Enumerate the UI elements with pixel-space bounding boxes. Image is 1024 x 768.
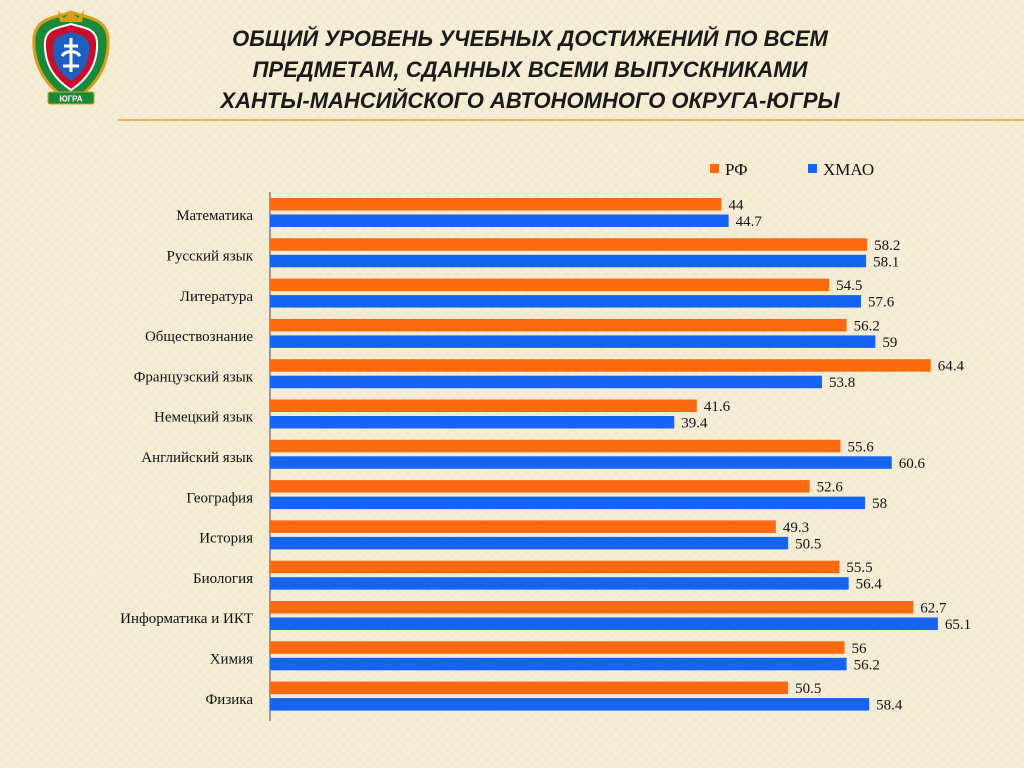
bar-hmao	[270, 496, 866, 510]
bar-hmao	[270, 214, 729, 227]
data-label-hmao: 56.4	[856, 577, 883, 593]
data-label-hmao: 59	[882, 335, 897, 351]
slide-header: ЮГРА Общий уровень учебных достижений по…	[0, 0, 1024, 125]
category-label: Английский язык	[141, 450, 253, 466]
data-label-hmao: 60.6	[899, 456, 926, 472]
legend-label-rf: РФ	[725, 160, 748, 179]
bar-rf	[270, 641, 845, 654]
bar-rf	[270, 278, 830, 292]
bar-rf	[270, 318, 847, 332]
data-label-rf: 55.5	[846, 560, 872, 576]
data-label-rf: 41.6	[704, 399, 731, 415]
data-label-rf: 54.5	[836, 278, 862, 294]
legend-item-hmao: ХМАО	[808, 160, 874, 180]
category-label: Немецкий язык	[154, 410, 254, 426]
bar-rf	[270, 520, 776, 533]
category-label: Русский язык	[167, 248, 254, 264]
bar-rf	[270, 238, 868, 251]
bar-hmao	[270, 295, 861, 308]
bar-hmao	[270, 254, 867, 268]
data-label-rf: 58.2	[874, 238, 900, 254]
bar-hmao	[270, 657, 847, 671]
data-label-hmao: 58.1	[873, 254, 899, 270]
bar-rf	[270, 480, 810, 493]
bar-rf	[270, 399, 697, 412]
data-label-hmao: 58.4	[876, 698, 903, 714]
bar-rf	[270, 601, 914, 614]
data-label-rf: 49.3	[783, 520, 809, 536]
crest-text: ЮГРА	[59, 95, 82, 104]
legend-item-rf: РФ	[710, 160, 748, 180]
category-label: Физика	[205, 692, 253, 708]
bar-rf	[270, 681, 789, 695]
data-label-rf: 52.6	[817, 480, 844, 496]
title-line: Ханты-Мансийского автономного округа-Югр…	[220, 88, 840, 113]
category-label: Литература	[180, 289, 254, 305]
data-label-rf: 56	[852, 641, 868, 657]
title-line: предметам, сданных всеми выпускниками	[252, 57, 808, 82]
data-label-rf: 62.7	[920, 601, 947, 617]
category-label: Информатика и ИКТ	[120, 611, 253, 627]
category-label: Французский язык	[134, 369, 254, 385]
bar-rf	[270, 439, 841, 453]
data-label-rf: 56.2	[854, 318, 880, 334]
bar-hmao	[270, 617, 938, 630]
data-label-hmao: 53.8	[829, 375, 855, 391]
bar-hmao	[270, 698, 870, 711]
title-divider	[118, 119, 1024, 121]
category-label: География	[186, 490, 253, 506]
bar-hmao	[270, 335, 876, 348]
data-label-hmao: 65.1	[945, 617, 971, 633]
data-label-rf: 50.5	[795, 681, 821, 697]
data-label-hmao: 58	[872, 496, 887, 512]
data-label-rf: 64.4	[938, 359, 965, 375]
data-label-hmao: 57.6	[868, 295, 895, 311]
category-label: Биология	[193, 571, 253, 587]
category-label: Обществознание	[145, 329, 253, 345]
page-title: Общий уровень учебных достижений по всем…	[140, 23, 920, 116]
category-label: Химия	[210, 651, 253, 667]
data-label-rf: 55.6	[847, 439, 874, 455]
bar-hmao	[270, 375, 822, 389]
data-label-hmao: 44.7	[736, 214, 763, 230]
data-label-hmao: 50.5	[795, 536, 821, 552]
bar-hmao	[270, 456, 892, 469]
category-label: Математика	[176, 208, 253, 224]
khmao-coat-of-arms-icon: ЮГРА	[32, 10, 110, 105]
bar-rf	[270, 560, 840, 574]
data-label-rf: 44	[728, 198, 744, 214]
legend-swatch-rf	[710, 164, 719, 173]
legend-swatch-hmao	[808, 164, 817, 173]
bar-hmao	[270, 577, 849, 590]
bar-hmao	[270, 536, 789, 550]
category-label: История	[199, 531, 253, 547]
data-label-hmao: 39.4	[681, 416, 708, 432]
title-line: Общий уровень учебных достижений по всем	[232, 26, 828, 51]
bar-rf	[270, 359, 931, 372]
legend-label-hmao: ХМАО	[823, 160, 875, 179]
data-label-hmao: 56.2	[854, 657, 880, 673]
bar-rf	[270, 198, 722, 211]
bar-hmao	[270, 416, 675, 429]
